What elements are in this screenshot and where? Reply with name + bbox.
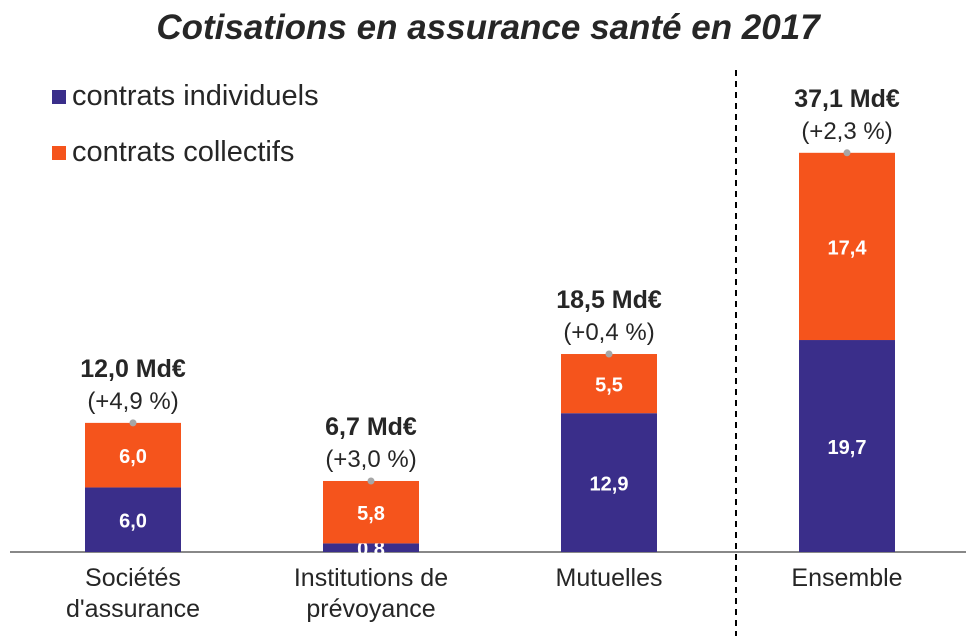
category-label-0-line-1: d'assurance xyxy=(66,595,200,623)
total-label-0: 12,0 Md€ xyxy=(80,355,186,383)
bar-individuels-1 xyxy=(323,543,419,552)
growth-label-3: (+2,3 %) xyxy=(801,118,892,145)
legend-item-individuels: contrats individuels xyxy=(52,80,319,113)
total-label-2: 18,5 Md€ xyxy=(556,286,662,314)
category-label-3-line-0: Ensemble xyxy=(791,564,902,592)
category-label-2-line-0: Mutuelles xyxy=(556,564,663,592)
data-label-individuels-3: 19,7 xyxy=(828,437,867,459)
legend-label-individuels: contrats individuels xyxy=(72,80,319,112)
data-label-collectifs-1: 5,8 xyxy=(357,503,385,525)
category-label-0-line-0: Sociétés xyxy=(85,564,181,592)
growth-label-0: (+4,9 %) xyxy=(87,388,178,415)
bar-collectifs-0 xyxy=(85,422,181,488)
total-marker-3 xyxy=(843,149,851,157)
bar-individuels-2 xyxy=(561,413,657,552)
category-label-1-line-0: Institutions de xyxy=(294,564,448,592)
data-label-collectifs-2: 5,5 xyxy=(595,375,623,397)
bar-collectifs-1 xyxy=(323,480,419,544)
data-label-individuels-2: 12,9 xyxy=(590,474,629,496)
legend-swatch-individuels xyxy=(52,89,66,104)
total-marker-1 xyxy=(367,477,375,485)
legend-label-collectifs: contrats collectifs xyxy=(72,136,295,168)
total-label-1: 6,7 Md€ xyxy=(325,413,417,441)
category-label-1-line-1: prévoyance xyxy=(306,595,435,623)
data-label-individuels-1: 0,8 xyxy=(357,539,385,561)
growth-label-1: (+3,0 %) xyxy=(325,446,416,473)
chart-title: Cotisations en assurance santé en 2017 xyxy=(156,8,820,47)
legend-swatch-collectifs xyxy=(52,145,66,160)
total-marker-2 xyxy=(605,350,613,358)
bar-individuels-3 xyxy=(799,340,895,552)
bar-collectifs-3 xyxy=(799,152,895,341)
legend-item-collectifs: contrats collectifs xyxy=(52,136,294,169)
data-label-collectifs-0: 6,0 xyxy=(119,446,147,468)
total-label-3: 37,1 Md€ xyxy=(794,85,900,113)
data-label-individuels-0: 6,0 xyxy=(119,511,147,533)
growth-label-2: (+0,4 %) xyxy=(563,319,654,346)
data-label-collectifs-3: 17,4 xyxy=(828,237,868,259)
bar-individuels-0 xyxy=(85,487,181,552)
bar-collectifs-2 xyxy=(561,354,657,414)
total-marker-0 xyxy=(129,419,137,427)
